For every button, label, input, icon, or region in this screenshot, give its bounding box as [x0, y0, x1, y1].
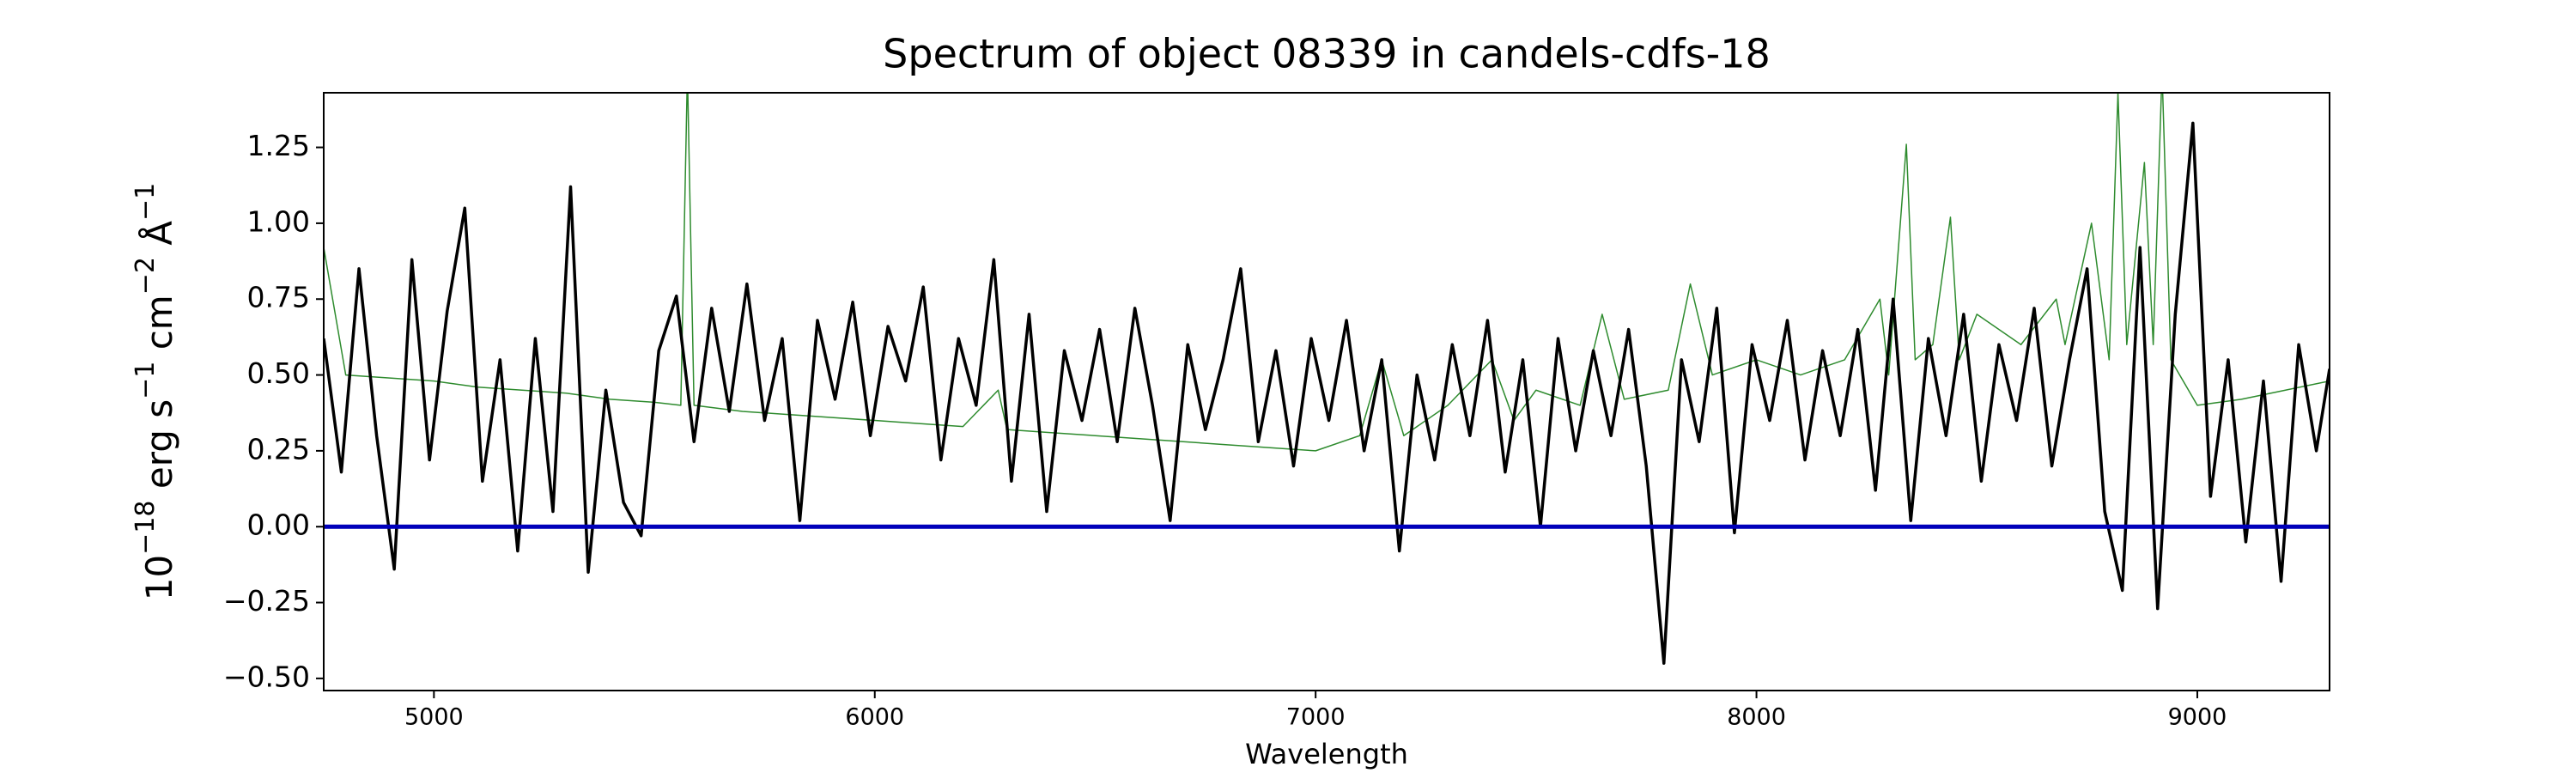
y-axis-label-part: −1	[131, 183, 161, 221]
x-tick-label: 8000	[1727, 704, 1786, 731]
y-axis-label: 10−18 erg s−1 cm−2 Å−1	[131, 183, 180, 601]
spectrum-line	[324, 121, 2330, 665]
x-tick-label: 5000	[404, 704, 464, 731]
plot-frame	[323, 92, 2330, 691]
y-tick-label: 0.00	[247, 508, 310, 542]
chart-title: Spectrum of object 08339 in candels-cdfs…	[883, 31, 1771, 77]
y-axis-label-part: −2	[131, 257, 161, 295]
x-tick-label: 6000	[845, 704, 904, 731]
spectrum-line	[324, 93, 2330, 452]
y-axis-label-part: cm	[138, 295, 180, 361]
y-axis-label-part: 10	[138, 555, 180, 600]
x-axis-label: Wavelength	[1245, 738, 1408, 770]
x-tick-label: 9000	[2168, 704, 2227, 731]
y-tick-label: 0.75	[247, 281, 310, 314]
y-tick-label: 1.00	[247, 204, 310, 238]
y-tick-label: 1.25	[247, 129, 310, 162]
y-axis-label-part: −1	[131, 362, 161, 399]
y-axis-label-part: erg s	[138, 399, 180, 501]
y-tick-label: −0.25	[223, 584, 310, 618]
y-axis-label-part: −18	[131, 501, 161, 555]
x-tick-label: 7000	[1286, 704, 1346, 731]
y-tick-label: 0.25	[247, 432, 310, 466]
plot-area	[324, 93, 2330, 665]
y-axis-label-part: Å	[137, 221, 180, 257]
y-tick-label: 0.50	[247, 356, 310, 390]
y-tick-label: −0.50	[223, 660, 310, 693]
